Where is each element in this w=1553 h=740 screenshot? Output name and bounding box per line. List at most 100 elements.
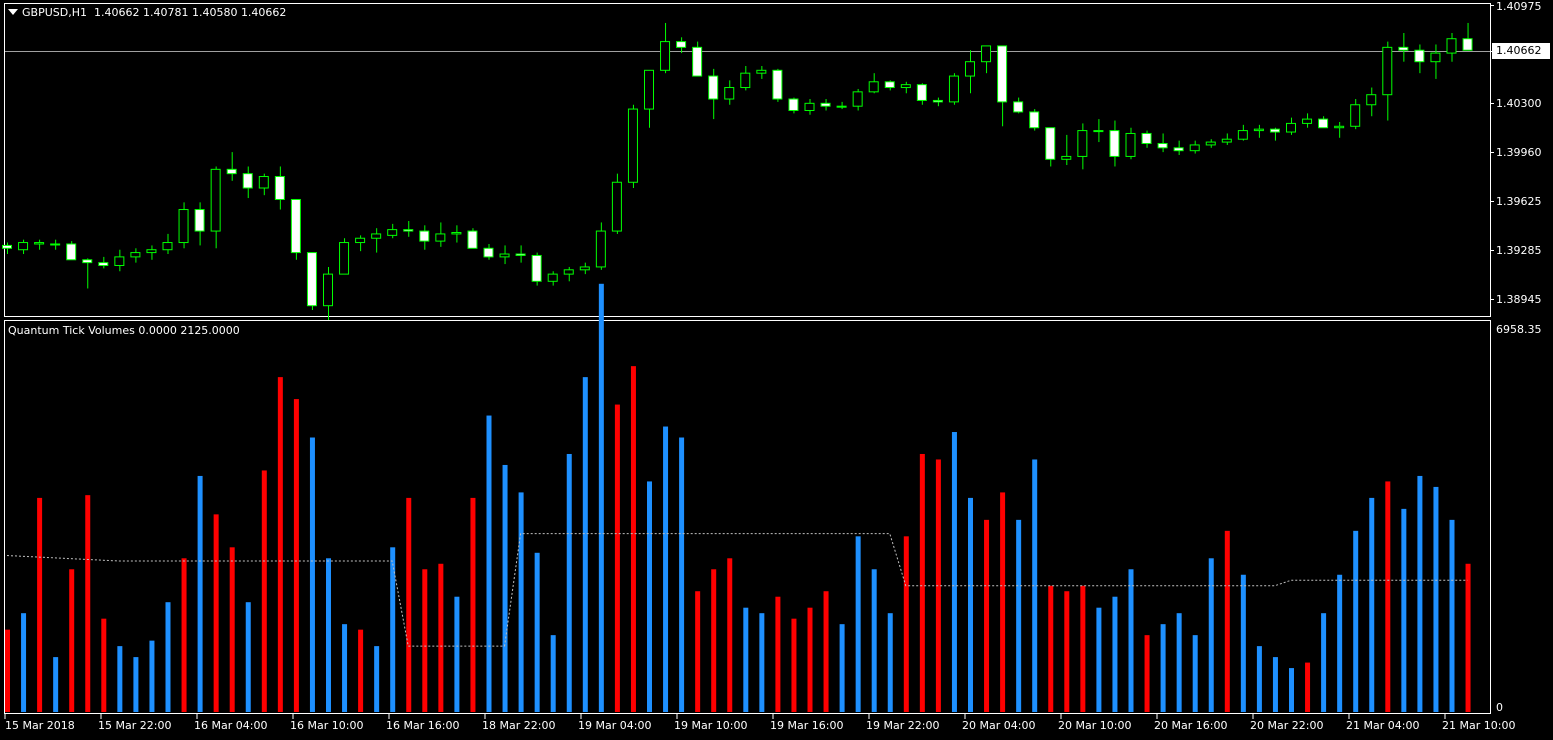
- candle: [403, 221, 414, 237]
- candlestick-series: [2, 22, 1473, 321]
- candle: [595, 222, 606, 270]
- candle-body: [1205, 141, 1216, 146]
- candle-body: [130, 252, 141, 258]
- candle-body: [274, 176, 285, 200]
- volume-bar: [277, 377, 283, 712]
- candle: [1205, 139, 1216, 148]
- candle-body: [146, 249, 157, 254]
- candle: [1093, 119, 1104, 143]
- candle-body: [1350, 104, 1361, 127]
- candle-body: [467, 230, 478, 249]
- candle: [2, 242, 12, 255]
- volume-bar: [101, 618, 107, 712]
- candle-body: [1286, 122, 1296, 133]
- volume-bar: [647, 481, 652, 712]
- candle: [547, 271, 558, 286]
- candle-body: [1302, 118, 1313, 124]
- volume-bar: [1128, 569, 1134, 712]
- volume-bar: [1048, 585, 1054, 712]
- candle: [1382, 41, 1393, 121]
- volume-bar: [309, 437, 315, 712]
- candle-body: [34, 242, 45, 245]
- candle-body: [740, 72, 751, 89]
- candle: [740, 66, 751, 91]
- volume-bar: [1321, 613, 1327, 712]
- candle: [290, 198, 301, 260]
- candle-body: [1382, 46, 1393, 96]
- time-axis-label: 19 Mar 10:00: [674, 719, 748, 732]
- candle-body: [419, 230, 430, 242]
- candle: [226, 152, 237, 181]
- candle: [274, 166, 285, 210]
- candle-body: [323, 273, 333, 307]
- volume-bar: [197, 475, 203, 712]
- candle-body: [724, 87, 735, 100]
- candle: [916, 83, 927, 105]
- volume-bar: [968, 497, 973, 712]
- candle-body: [644, 69, 654, 110]
- main-chart-panel[interactable]: [4, 3, 1491, 317]
- dropdown-arrow-icon[interactable]: [8, 9, 18, 15]
- indicator-title: Quantum Tick Volumes 0.0000 2125.0000: [8, 324, 240, 337]
- candle-body: [50, 243, 61, 246]
- candle-body: [708, 75, 719, 100]
- volume-bar: [181, 558, 187, 712]
- volume-bar: [149, 640, 155, 712]
- price-axis-label: 1.39625: [1496, 195, 1542, 208]
- volume-bar: [871, 569, 877, 712]
- volume-bar: [630, 366, 636, 712]
- candle-body: [114, 256, 125, 267]
- candle: [1189, 140, 1200, 154]
- volume-bar: [1272, 657, 1278, 712]
- volume-bar: [21, 613, 27, 712]
- volume-bar: [229, 547, 235, 712]
- candle: [451, 225, 462, 243]
- candle-body: [1109, 130, 1120, 157]
- candle: [130, 248, 141, 263]
- indicator-panel[interactable]: [4, 320, 1491, 714]
- volume-bar: [855, 536, 861, 712]
- candle-body: [1061, 155, 1072, 160]
- candle-body: [868, 81, 879, 93]
- candle-body: [965, 61, 975, 77]
- volume-bar: [550, 635, 556, 712]
- volume-average-line: [6, 533, 1468, 647]
- volume-bar: [85, 495, 91, 712]
- volume-bar: [807, 607, 813, 712]
- candle-body: [1462, 38, 1473, 51]
- main-chart-title: GBPUSD,H1 1.40662 1.40781 1.40580 1.4066…: [8, 6, 286, 19]
- volume-bar: [887, 613, 893, 712]
- candle: [1029, 109, 1040, 131]
- candle: [1141, 130, 1152, 148]
- candle: [210, 166, 221, 249]
- candle-body: [579, 266, 590, 271]
- volume-bar: [951, 432, 957, 712]
- volume-bar: [1192, 635, 1198, 712]
- candle: [981, 45, 992, 74]
- time-axis-label: 20 Mar 10:00: [1058, 719, 1132, 732]
- volume-axis-min: 0: [1496, 701, 1503, 714]
- price-axis-label: 1.38945: [1496, 293, 1542, 306]
- volume-bar: [598, 283, 604, 712]
- candle-body: [1189, 144, 1200, 152]
- volume-bar: [53, 657, 59, 712]
- candle-body: [1157, 143, 1168, 149]
- candle-body: [1269, 128, 1280, 133]
- candle: [820, 99, 831, 111]
- candle: [1462, 22, 1473, 51]
- volume-bar: [1176, 613, 1182, 712]
- candle: [1061, 134, 1072, 166]
- candle: [178, 202, 189, 249]
- ohlc-values: 1.40662 1.40781 1.40580 1.40662: [93, 6, 287, 19]
- volume-bar: [1144, 635, 1150, 712]
- candle: [708, 68, 719, 120]
- candle: [419, 225, 430, 250]
- volume-bar: [614, 404, 620, 712]
- time-axis-label: 20 Mar 22:00: [1250, 719, 1324, 732]
- volume-bar: [37, 497, 43, 712]
- volume-bar: [1160, 624, 1166, 712]
- candle: [242, 166, 253, 199]
- candle-body: [900, 84, 911, 89]
- volume-bar: [1305, 662, 1311, 712]
